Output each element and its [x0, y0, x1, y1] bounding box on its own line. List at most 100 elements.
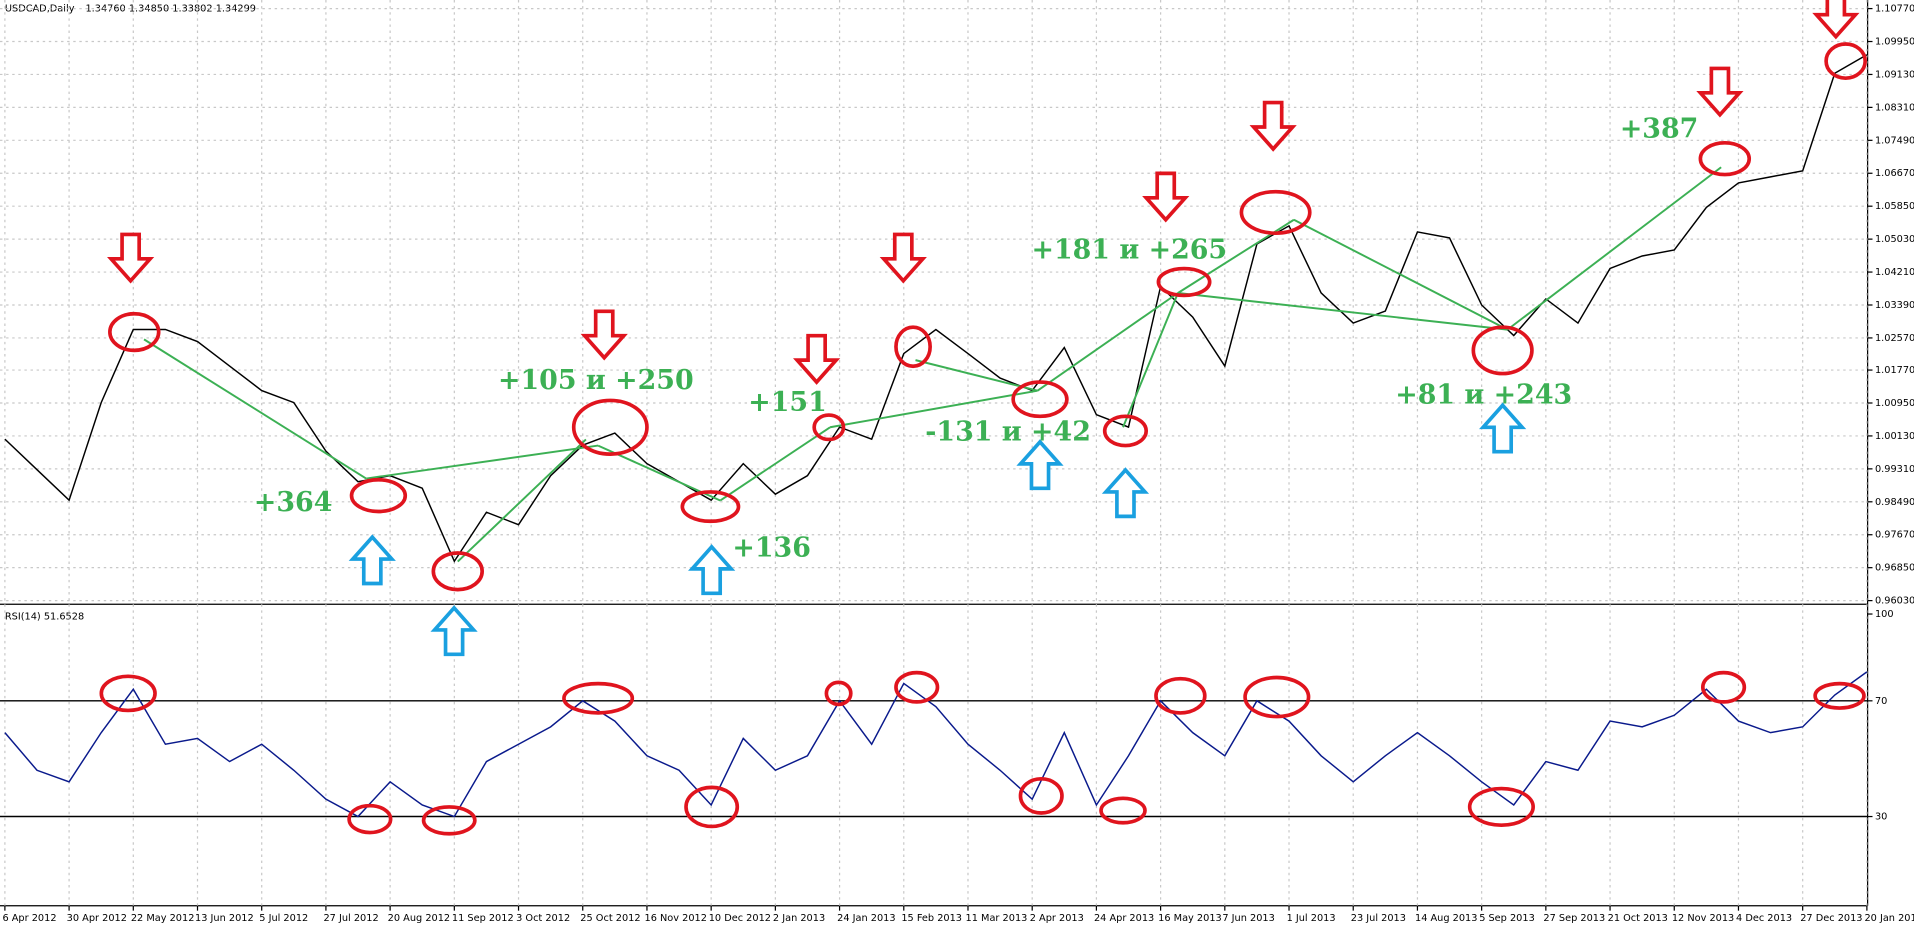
highlight-circle [349, 477, 408, 514]
highlight-circle [1243, 675, 1311, 719]
rsi-title: RSI(14) 51.6528 [5, 611, 84, 622]
y-tick-label: 100 [1875, 609, 1894, 620]
annotation: +81 и +243 [1395, 380, 1572, 411]
up-arrow [688, 544, 736, 596]
y-tick-label: 0.97670 [1875, 530, 1914, 541]
trend-line [829, 389, 1038, 429]
y-tick-label: 1.09950 [1875, 37, 1914, 48]
highlight-circle [1467, 786, 1535, 828]
trend-line [143, 338, 367, 480]
x-tick-label: 14 Aug 2013 [1415, 913, 1477, 924]
y-tick-label: 1.10770 [1875, 4, 1914, 15]
annotation: +364 [254, 487, 333, 518]
x-tick-label: 25 Oct 2012 [580, 913, 640, 924]
annotation: +181 и +265 [1031, 234, 1227, 265]
y-tick-label: 1.06670 [1875, 168, 1914, 179]
x-tick-label: 12 Nov 2013 [1672, 913, 1734, 924]
y-tick-label: 1.00950 [1875, 398, 1914, 409]
x-tick-label: 10 Dec 2012 [709, 913, 771, 924]
highlight-circle [571, 398, 649, 456]
y-tick-label: 1.02570 [1875, 333, 1914, 344]
trend-line [1506, 166, 1722, 331]
x-tick-label: 13 Jun 2012 [195, 913, 254, 924]
down-arrow [1696, 66, 1744, 118]
x-tick-label: 27 Jul 2012 [323, 913, 378, 924]
x-tick-label: 4 Dec 2013 [1736, 913, 1792, 924]
x-tick-label: 27 Sep 2013 [1543, 913, 1605, 924]
highlight-circle [99, 674, 157, 713]
x-tick-label: 3 Oct 2012 [516, 913, 570, 924]
highlight-circle [1698, 141, 1752, 177]
trend-line [719, 426, 831, 502]
x-tick-label: 5 Jul 2012 [259, 913, 308, 924]
highlight-circle [1154, 676, 1207, 715]
down-arrow [1249, 100, 1297, 152]
x-tick-label: 30 Apr 2012 [67, 913, 127, 924]
down-arrow [1812, 0, 1860, 40]
y-tick-label: 1.00130 [1875, 431, 1914, 442]
up-arrow [348, 534, 396, 586]
chart-subtitle: 1.34760 1.34850 1.33802 1.34299 [85, 4, 256, 15]
highlight-circle [1471, 325, 1534, 376]
x-tick-label: 11 Mar 2013 [966, 913, 1028, 924]
highlight-circle [108, 311, 161, 353]
x-tick-label: 24 Apr 2013 [1094, 913, 1154, 924]
down-arrow [793, 333, 841, 385]
highlight-circle [1102, 414, 1149, 448]
highlight-circle [812, 413, 846, 442]
y-tick-label: 70 [1875, 696, 1887, 707]
highlight-circle [1156, 266, 1212, 298]
highlight-circle [1700, 670, 1747, 704]
y-tick-label: 0.98490 [1875, 497, 1914, 508]
x-tick-label: 22 May 2012 [131, 913, 195, 924]
x-tick-label: 15 Feb 2013 [901, 913, 962, 924]
down-arrow [580, 309, 628, 361]
y-tick-label: 1.05030 [1875, 234, 1914, 245]
x-tick-label: 23 Jul 2013 [1351, 913, 1406, 924]
y-tick-label: 0.99310 [1875, 464, 1914, 475]
y-tick-label: 1.09130 [1875, 69, 1914, 80]
x-tick-label: 1 Jul 2013 [1287, 913, 1336, 924]
highlight-circle [1018, 776, 1064, 815]
highlight-circle [347, 803, 393, 835]
trend-line [1122, 292, 1179, 428]
y-tick-label: 1.04210 [1875, 267, 1914, 278]
y-tick-label: 1.01770 [1875, 365, 1914, 376]
x-tick-label: 16 Nov 2012 [645, 913, 707, 924]
down-arrow [879, 232, 927, 284]
highlight-circle [680, 490, 741, 524]
trend-line [366, 444, 599, 480]
y-tick-label: 1.05850 [1875, 201, 1914, 212]
annotation: +105 и +250 [498, 365, 694, 396]
data-line [4, 54, 1868, 563]
annotation: +387 [1620, 114, 1699, 145]
x-tick-label: 5 Sep 2013 [1479, 913, 1535, 924]
trend-line [1293, 218, 1508, 331]
chart-title: USDCAD,Daily [5, 4, 75, 15]
highlight-circle [431, 551, 484, 592]
highlight-circle [1824, 42, 1868, 80]
highlight-circle [824, 680, 853, 707]
annotation: +136 [732, 532, 811, 563]
highlight-circle [894, 670, 940, 704]
highlight-circle [684, 785, 740, 829]
x-tick-label: 2 Jan 2013 [773, 913, 825, 924]
x-tick-label: 21 Oct 2013 [1608, 913, 1668, 924]
trend-line [457, 438, 587, 563]
y-tick-label: 30 [1875, 812, 1887, 823]
annotation: -131 и +42 [925, 416, 1091, 447]
x-tick-label: 2 Apr 2013 [1030, 913, 1084, 924]
x-tick-label: 27 Dec 2013 [1800, 913, 1862, 924]
y-tick-label: 1.08310 [1875, 102, 1914, 113]
y-tick-label: 0.96030 [1875, 596, 1914, 607]
trend-line [1037, 292, 1179, 392]
down-arrow [107, 232, 155, 284]
y-tick-label: 1.03390 [1875, 300, 1914, 311]
x-tick-label: 6 Apr 2012 [2, 913, 56, 924]
up-arrow [1101, 467, 1150, 519]
trend-line [1177, 292, 1508, 331]
up-arrow [430, 605, 478, 657]
